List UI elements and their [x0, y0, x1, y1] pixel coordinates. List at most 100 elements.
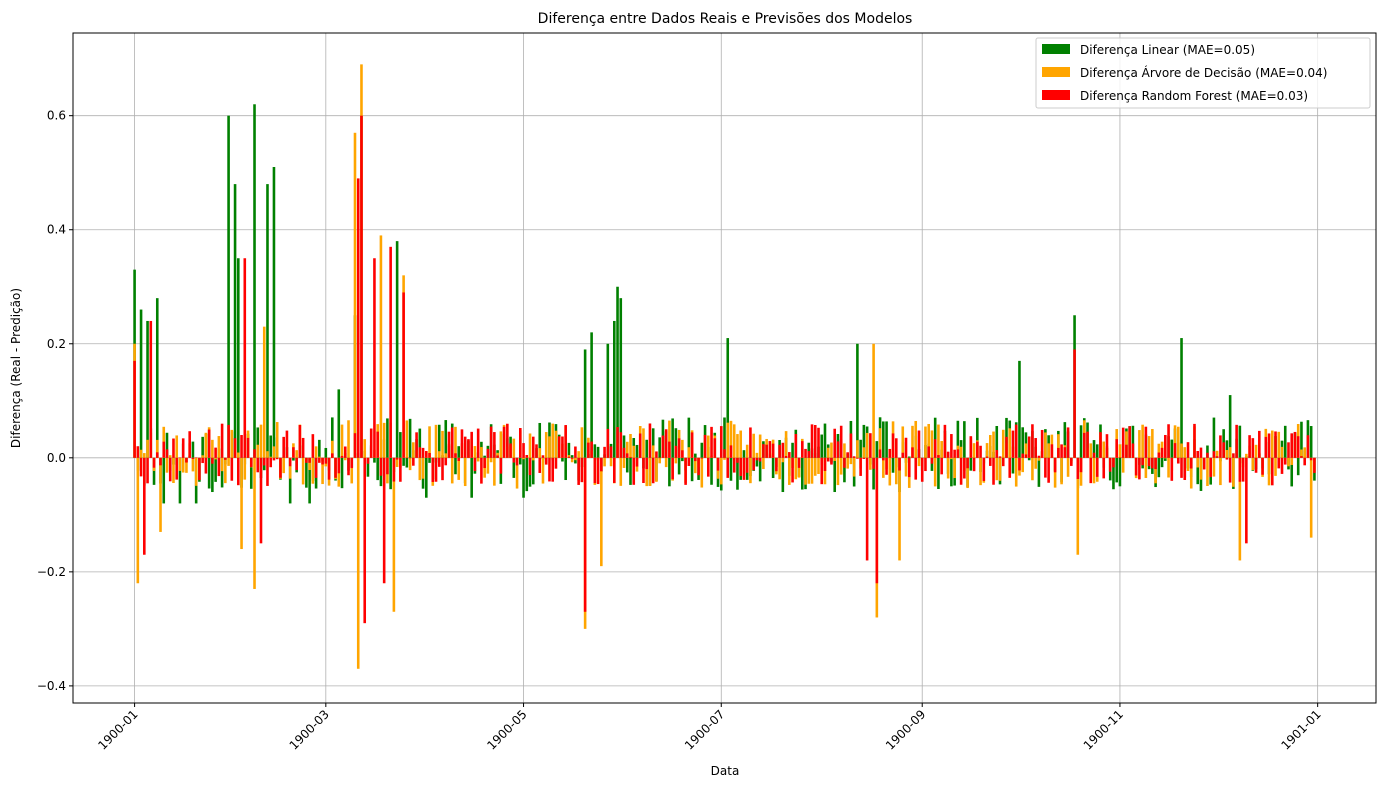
bar-decision-tree — [220, 457, 224, 472]
bar-random-forest — [266, 457, 269, 486]
bar-random-forest — [298, 425, 302, 458]
bar-random-forest — [820, 457, 824, 485]
bar-decision-tree — [830, 442, 833, 458]
bar-random-forest — [1180, 457, 1183, 478]
bar-decision-tree — [405, 420, 409, 458]
bar-decision-tree — [418, 457, 422, 481]
bar-decision-tree — [1092, 457, 1096, 484]
bar-random-forest — [382, 457, 386, 584]
bar-random-forest — [425, 451, 428, 458]
bar-random-forest — [661, 435, 665, 458]
bar-linear — [677, 457, 681, 475]
legend-label-decision-tree: Diferença Árvore de Decisão (MAE=0.04) — [1080, 65, 1327, 80]
bar-linear — [875, 441, 879, 458]
bar-random-forest — [246, 437, 250, 458]
bar-random-forest — [988, 457, 992, 466]
bar-decision-tree — [1196, 457, 1200, 468]
bar-random-forest — [927, 446, 930, 458]
bar-linear — [519, 457, 522, 465]
bar-random-forest — [561, 436, 564, 458]
bar-decision-tree — [311, 457, 315, 484]
bar-linear — [1118, 457, 1122, 487]
bar-random-forest — [207, 429, 211, 458]
bar-linear — [1063, 422, 1067, 458]
bar-random-forest — [535, 444, 538, 458]
bar-random-forest — [723, 449, 726, 458]
bar-linear — [531, 457, 535, 485]
bar-random-forest — [480, 457, 483, 484]
bar-linear — [454, 457, 457, 475]
bar-linear — [457, 446, 461, 458]
bar-random-forest — [629, 456, 632, 458]
bar-random-forest — [940, 457, 943, 475]
bar-linear — [583, 349, 587, 458]
bar-random-forest — [907, 457, 911, 478]
bar-decision-tree — [515, 457, 519, 489]
bar-decision-tree — [1267, 457, 1271, 486]
bar-random-forest — [716, 457, 720, 471]
bar-random-forest — [1053, 457, 1057, 473]
bar-linear — [1037, 457, 1041, 487]
bar-linear — [201, 436, 204, 458]
bar-decision-tree — [541, 457, 545, 484]
bar-decision-tree — [1147, 436, 1151, 458]
bar-linear — [668, 457, 671, 487]
bar-linear — [687, 417, 691, 458]
bar-random-forest — [771, 443, 775, 458]
bar-linear — [418, 428, 422, 458]
bar-linear — [428, 457, 431, 463]
bar-decision-tree — [136, 457, 140, 584]
bar-random-forest — [1118, 457, 1122, 458]
bar-decision-tree — [862, 447, 866, 458]
bar-decision-tree — [382, 422, 386, 458]
bar-random-forest — [1121, 427, 1125, 458]
bar-linear — [807, 442, 811, 458]
bar-random-forest — [188, 431, 191, 458]
bar-decision-tree — [185, 457, 188, 473]
x-axis-label: Data — [711, 764, 740, 778]
bar-decision-tree — [318, 456, 321, 458]
bar-linear — [625, 457, 629, 473]
bar-random-forest — [642, 457, 645, 484]
bar-random-forest — [872, 457, 875, 469]
bar-random-forest — [570, 457, 574, 459]
bar-random-forest — [946, 451, 950, 458]
bar-linear — [1196, 457, 1200, 485]
bar-random-forest — [1170, 457, 1174, 481]
bar-random-forest — [674, 445, 678, 458]
bar-random-forest — [1303, 457, 1306, 466]
bar-random-forest — [444, 457, 448, 466]
bar-linear — [399, 432, 402, 458]
bar-decision-tree — [1232, 457, 1235, 487]
bar-random-forest — [1283, 457, 1287, 465]
bar-decision-tree — [412, 442, 415, 458]
bar-decision-tree — [1287, 457, 1290, 467]
bar-random-forest — [914, 457, 918, 480]
bar-linear — [729, 457, 733, 481]
bar-linear — [266, 184, 269, 458]
bar-random-forest — [269, 457, 273, 468]
bar-random-forest — [1125, 444, 1128, 458]
bar-random-forest — [275, 457, 279, 460]
bar-decision-tree — [917, 457, 921, 467]
bar-random-forest — [966, 457, 969, 469]
bar-random-forest — [314, 457, 318, 478]
bar-random-forest — [519, 428, 522, 458]
bar-random-forest — [1095, 457, 1099, 477]
bar-random-forest — [781, 442, 785, 458]
bar-decision-tree — [340, 424, 344, 458]
bar-random-forest — [1274, 431, 1277, 458]
bar-random-forest — [152, 457, 156, 468]
bar-decision-tree — [1034, 457, 1037, 469]
bar-decision-tree — [538, 448, 542, 458]
bar-random-forest — [1267, 433, 1271, 458]
bar-random-forest — [366, 457, 370, 464]
y-axis: −0.4 −0.2 0.0 0.2 0.4 0.6 — [37, 109, 73, 693]
bar-random-forest — [220, 423, 224, 458]
bar-random-forest — [198, 457, 201, 481]
bar-random-forest — [1102, 457, 1106, 479]
bar-decision-tree — [878, 428, 882, 458]
bar-decision-tree — [554, 430, 558, 458]
bar-random-forest — [376, 431, 379, 458]
bar-random-forest — [1261, 457, 1264, 475]
